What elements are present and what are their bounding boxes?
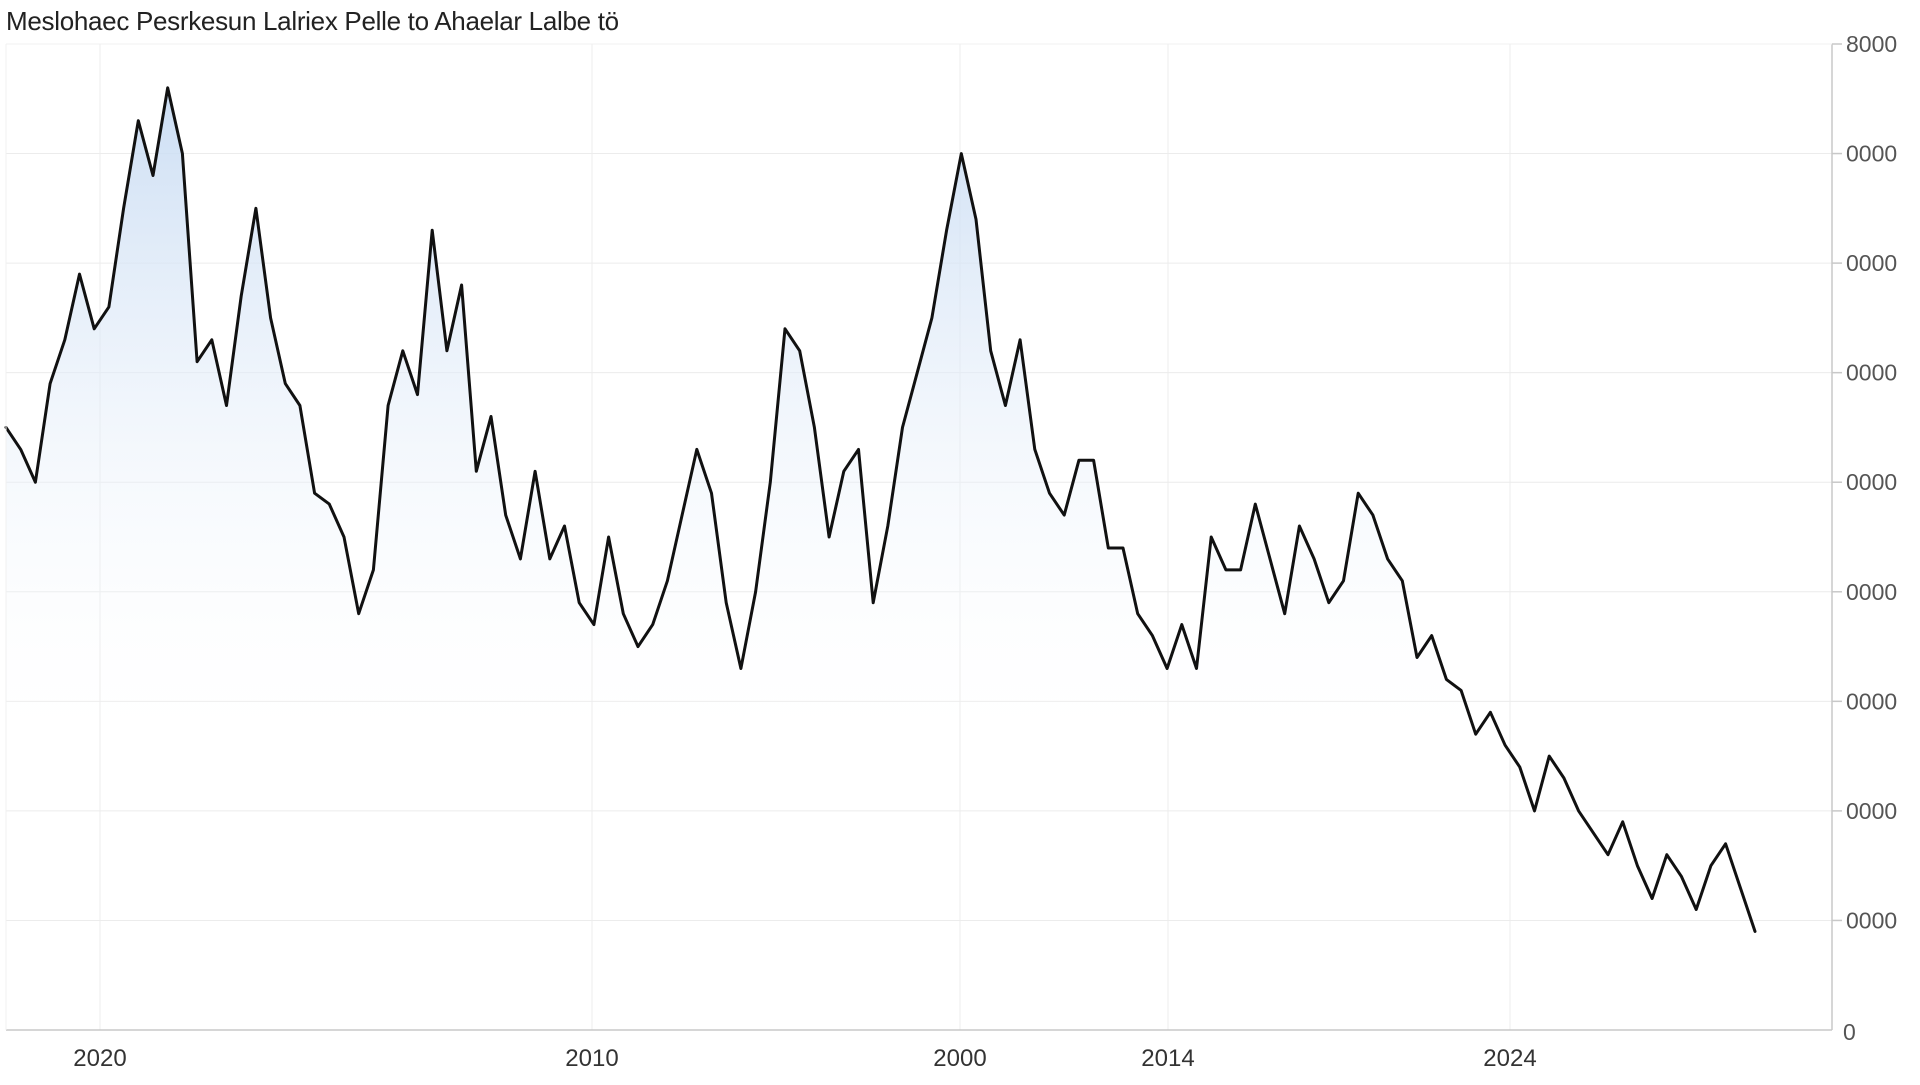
y-zero-label: 0 [1843,1019,1856,1045]
y-tick-label: 0000 [1846,469,1897,495]
x-tick-label: 2024 [1483,1045,1536,1072]
series-line [4,86,1757,933]
y-axis-ticks: 0000000000000000000000000000000080000000… [1832,31,1897,1045]
x-tick-label: 2020 [73,1045,126,1072]
y-tick-label: 0000 [1846,250,1897,276]
y-tick-label: 8000 [1846,31,1897,57]
x-tick-label: 2010 [565,1045,618,1072]
y-tick-label: 0000 [1846,579,1897,605]
y-tick-label: 0000 [1846,907,1897,933]
x-tick-label: 2000 [933,1045,986,1072]
series-line-path [4,86,1757,933]
y-tick-label: 0000 [1846,360,1897,386]
chart-title: Meslohaec Pesrkesun Lalriex Pelle to Aha… [6,6,619,36]
x-tick-label: 2014 [1141,1045,1194,1072]
axes [5,43,1833,1031]
x-axis-ticks: 2020 2010 2000 2014 2024 [73,1045,1536,1072]
y-tick-label: 0000 [1846,688,1897,714]
y-tick-label: 0000 [1846,798,1897,824]
y-tick-label: 0000 [1846,141,1897,167]
